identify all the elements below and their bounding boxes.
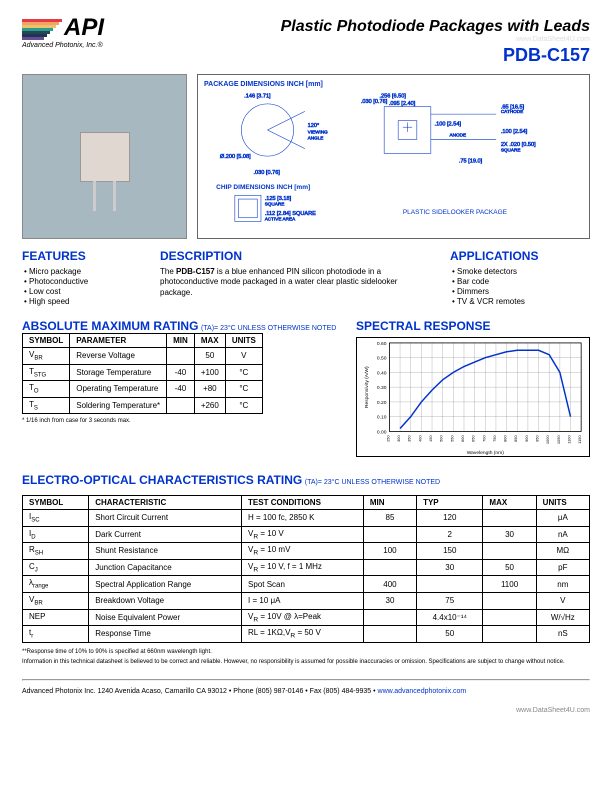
svg-text:0.20: 0.20 bbox=[377, 400, 387, 406]
product-photo bbox=[22, 74, 187, 239]
description-col: DESCRIPTION The PDB-C157 is a blue enhan… bbox=[160, 249, 432, 307]
logo-text: API bbox=[64, 14, 104, 42]
svg-text:.100 [2.54]: .100 [2.54] bbox=[501, 129, 528, 135]
svg-text:0.60: 0.60 bbox=[377, 341, 387, 347]
photodiode-icon bbox=[80, 132, 130, 182]
company-name: Advanced Photonix, Inc.® bbox=[22, 42, 104, 49]
svg-text:0.00: 0.00 bbox=[377, 429, 387, 435]
ratings-footnote: * 1/16 inch from case for 3 seconds max. bbox=[22, 418, 342, 424]
ratings-note: (TA)= 23°C UNLESS OTHERWISE NOTED bbox=[201, 325, 336, 332]
top-section: PACKAGE DIMENSIONS INCH [mm] .146 [3.71]… bbox=[22, 74, 590, 239]
ratings-table: SYMBOLPARAMETERMINMAXUNITSVBRReverse Vol… bbox=[22, 333, 263, 414]
svg-text:ANGLE: ANGLE bbox=[308, 135, 324, 140]
svg-text:SQUARE: SQUARE bbox=[265, 202, 285, 207]
desc-heading: DESCRIPTION bbox=[160, 249, 432, 263]
spectral-chart: 0.00 0.10 0.20 0.30 0.40 0.50 0.60 250 300 350 400… bbox=[356, 337, 590, 457]
svg-text:.095 [2.40]: .095 [2.40] bbox=[389, 101, 416, 107]
svg-text:1150: 1150 bbox=[577, 435, 582, 444]
svg-text:0.50: 0.50 bbox=[377, 356, 387, 362]
elec-note: (TA)= 23°C UNLESS OTHERWISE NOTED bbox=[305, 479, 440, 486]
apps-heading: APPLICATIONS bbox=[450, 249, 590, 263]
svg-text:.030 [0.76]: .030 [0.76] bbox=[254, 170, 281, 176]
svg-text:.65 [16.5]: .65 [16.5] bbox=[501, 105, 525, 111]
list-item: TV & VCR remotes bbox=[452, 297, 590, 306]
logo-area: API Advanced Photonix, Inc.® bbox=[22, 18, 104, 49]
package-diagram: PACKAGE DIMENSIONS INCH [mm] .146 [3.71]… bbox=[197, 74, 590, 239]
svg-text:Ø.200 [5.08]: Ø.200 [5.08] bbox=[220, 154, 251, 160]
page-title: Plastic Photodiode Packages with Leads bbox=[281, 18, 590, 36]
footer: Advanced Photonix Inc. 1240 Avenida Acas… bbox=[22, 679, 590, 715]
svg-text:1100: 1100 bbox=[567, 435, 572, 444]
ratings-and-chart: ABSOLUTE MAXIMUM RATING (TA)= 23°C UNLES… bbox=[22, 319, 590, 459]
elec-heading: ELECTRO-OPTICAL CHARACTERISTICS RATING bbox=[22, 473, 302, 487]
list-item: Dimmers bbox=[452, 287, 590, 296]
part-number: PDB-C157 bbox=[281, 45, 590, 66]
svg-text:500: 500 bbox=[439, 435, 444, 442]
svg-text:PLASTIC SIDELOOKER PACKAGE: PLASTIC SIDELOOKER PACKAGE bbox=[403, 209, 508, 216]
footer-link[interactable]: www.advancedphotonix.com bbox=[378, 688, 467, 695]
svg-text:400: 400 bbox=[417, 435, 422, 442]
svg-text:Wavelength (nm): Wavelength (nm) bbox=[467, 450, 505, 456]
svg-text:600: 600 bbox=[460, 435, 465, 442]
features-heading: FEATURES bbox=[22, 249, 142, 263]
footer-company: Advanced Photonix Inc. 1240 Avenida Acas… bbox=[22, 688, 378, 695]
list-item: Photoconductive bbox=[24, 277, 142, 286]
svg-text:550: 550 bbox=[449, 435, 454, 442]
watermark: www.DataSheet4U.com bbox=[281, 36, 590, 43]
elec-footnote1: **Response time of 10% to 90% is specifi… bbox=[22, 649, 590, 655]
svg-text:SQUARE: SQUARE bbox=[501, 147, 521, 152]
svg-text:350: 350 bbox=[407, 435, 412, 442]
features-col: FEATURES Micro packagePhotoconductiveLow… bbox=[22, 249, 142, 307]
list-item: Smoke detectors bbox=[452, 267, 590, 276]
svg-text:900: 900 bbox=[524, 435, 529, 442]
pkg-dim-title: PACKAGE DIMENSIONS INCH [mm] bbox=[204, 81, 583, 88]
svg-text:ANODE: ANODE bbox=[450, 133, 467, 138]
chart-block: SPECTRAL RESPONSE 0.000.100.200.300.400.… bbox=[356, 319, 590, 459]
svg-text:250: 250 bbox=[385, 435, 390, 442]
footer-watermark: www.DataSheet4U.com bbox=[22, 706, 590, 715]
header: API Advanced Photonix, Inc.® Plastic Pho… bbox=[22, 18, 590, 66]
svg-text:800: 800 bbox=[503, 435, 508, 442]
svg-text:750: 750 bbox=[492, 435, 497, 442]
svg-text:0.10: 0.10 bbox=[377, 415, 387, 421]
svg-text:120°: 120° bbox=[308, 123, 320, 129]
title-area: Plastic Photodiode Packages with Leads w… bbox=[281, 18, 590, 66]
svg-text:1000: 1000 bbox=[545, 435, 550, 445]
svg-text:.030 [0.76]: .030 [0.76] bbox=[361, 99, 388, 105]
list-item: High speed bbox=[24, 297, 142, 306]
features-list: Micro packagePhotoconductiveLow costHigh… bbox=[22, 267, 142, 306]
desc-text: The PDB-C157 is a blue enhanced PIN sili… bbox=[160, 267, 432, 298]
elec-table: SYMBOLCHARACTERISTICTEST CONDITIONSMINTY… bbox=[22, 495, 590, 643]
logo-bars-icon bbox=[22, 19, 62, 40]
svg-text:Responsivity (A/W): Responsivity (A/W) bbox=[364, 366, 370, 408]
apps-list: Smoke detectorsBar codeDimmersTV & VCR r… bbox=[450, 267, 590, 306]
svg-text:1050: 1050 bbox=[556, 435, 561, 445]
svg-text:.146 [3.71]: .146 [3.71] bbox=[244, 93, 271, 99]
elec-footnote2: Information in this technical datasheet … bbox=[22, 659, 590, 665]
mid-three-col: FEATURES Micro packagePhotoconductiveLow… bbox=[22, 249, 590, 307]
dimension-drawing: .146 [3.71] 120° VIEWING ANGLE Ø.200 [5.… bbox=[204, 88, 583, 228]
svg-text:.75 [19.0]: .75 [19.0] bbox=[459, 159, 483, 165]
svg-text:450: 450 bbox=[428, 435, 433, 442]
svg-text:650: 650 bbox=[471, 435, 476, 442]
list-item: Micro package bbox=[24, 267, 142, 276]
svg-text:300: 300 bbox=[396, 435, 401, 442]
list-item: Bar code bbox=[452, 277, 590, 286]
list-item: Low cost bbox=[24, 287, 142, 296]
ratings-block: ABSOLUTE MAXIMUM RATING (TA)= 23°C UNLES… bbox=[22, 319, 342, 459]
svg-text:ACTIVE AREA: ACTIVE AREA bbox=[265, 217, 296, 222]
svg-text:700: 700 bbox=[481, 435, 486, 442]
svg-text:850: 850 bbox=[513, 435, 518, 442]
ratings-heading: ABSOLUTE MAXIMUM RATING bbox=[22, 319, 198, 333]
svg-text:0.30: 0.30 bbox=[377, 385, 387, 391]
svg-text:950: 950 bbox=[535, 435, 540, 442]
svg-text:.100 [2.54]: .100 [2.54] bbox=[435, 121, 462, 127]
elec-block: ELECTRO-OPTICAL CHARACTERISTICS RATING (… bbox=[22, 473, 590, 665]
spectral-heading: SPECTRAL RESPONSE bbox=[356, 319, 590, 333]
svg-text:CHIP DIMENSIONS INCH [mm]: CHIP DIMENSIONS INCH [mm] bbox=[216, 184, 310, 191]
svg-text:0.40: 0.40 bbox=[377, 370, 387, 376]
svg-text:VIEWING: VIEWING bbox=[308, 130, 329, 135]
applications-col: APPLICATIONS Smoke detectorsBar codeDimm… bbox=[450, 249, 590, 307]
